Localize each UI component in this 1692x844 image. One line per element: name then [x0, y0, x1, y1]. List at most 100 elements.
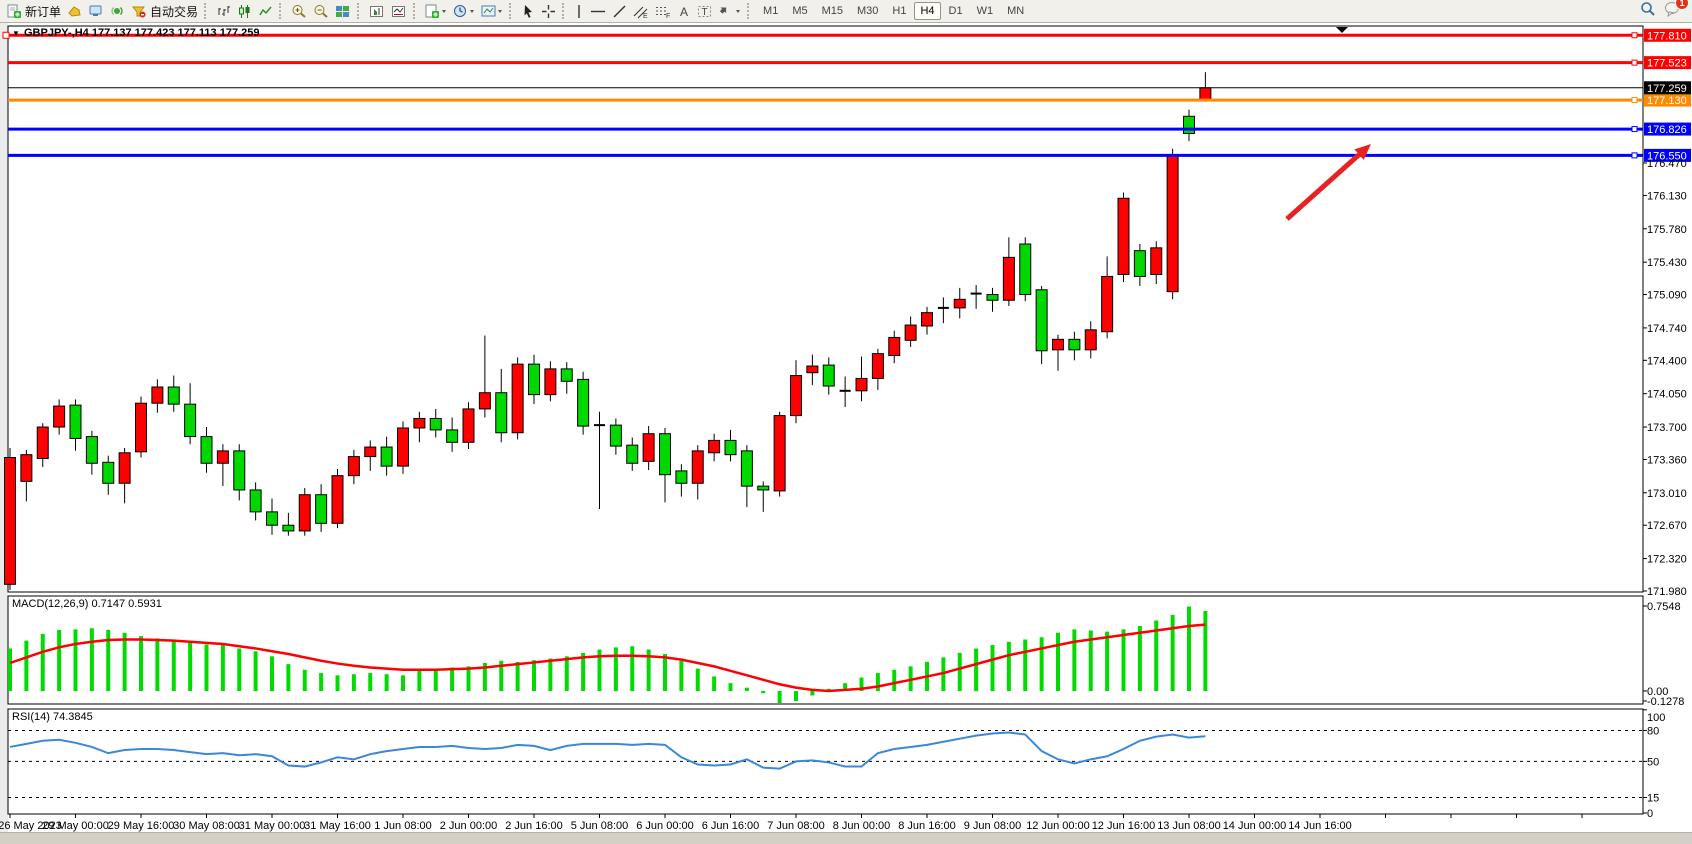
cursor-button[interactable] [518, 2, 538, 21]
trendline-button[interactable] [609, 2, 630, 21]
svg-text:172.670: 172.670 [1647, 520, 1687, 532]
line-chart-icon [258, 4, 273, 19]
svg-text:173.360: 173.360 [1647, 454, 1687, 466]
label-button[interactable]: T [694, 2, 716, 21]
timeframe-m15[interactable]: M15 [821, 5, 843, 17]
toolbar-separator [357, 3, 363, 19]
signal-icon [110, 4, 125, 18]
svg-text:9 Jun 08:00: 9 Jun 08:00 [964, 820, 1022, 832]
chart-shift-marker[interactable] [1336, 27, 1348, 33]
indicator-list-icon [369, 4, 385, 19]
svg-text:E: E [643, 13, 648, 19]
timeframe-h4[interactable]: H4 [914, 2, 941, 20]
hline-177.130[interactable]: 177.130 [8, 93, 1691, 108]
svg-text:173.010: 173.010 [1647, 488, 1687, 500]
autotrading-icon [131, 4, 147, 19]
svg-text:175.430: 175.430 [1647, 257, 1687, 269]
status-bar [0, 832, 1692, 839]
svg-text:0.7548: 0.7548 [1647, 601, 1681, 613]
timeframe-d1[interactable]: D1 [948, 5, 963, 17]
zoom-in-icon [291, 4, 307, 19]
timeframe-w1[interactable]: W1 [976, 5, 994, 17]
svg-text:177.523: 177.523 [1647, 58, 1687, 70]
indicator-list-button[interactable] [366, 2, 388, 21]
macd-panel[interactable] [7, 595, 1644, 705]
period-button[interactable] [450, 2, 478, 21]
template-button[interactable] [478, 2, 506, 21]
new-chart-icon [425, 4, 447, 19]
bar-chart-button[interactable] [213, 2, 234, 21]
line-chart-button[interactable] [255, 2, 276, 21]
indicator-window-button[interactable] [388, 2, 410, 21]
text-button[interactable]: A [675, 2, 694, 21]
svg-text:30 May 08:00: 30 May 08:00 [173, 820, 240, 832]
zoom-out-icon [313, 4, 329, 19]
signal-button[interactable] [107, 2, 128, 21]
autotrading-button[interactable]: 自动交易 [128, 2, 201, 21]
terminal-button[interactable] [85, 2, 107, 21]
vline-button[interactable] [571, 2, 587, 21]
macd-indicator: MACD(12,26,9) 0.7147 0.5931 0.7548 0.00-0.… [8, 598, 1684, 708]
hline-176.550[interactable]: 176.550 [8, 148, 1691, 163]
svg-text:29 May 00:00: 29 May 00:00 [42, 820, 109, 832]
svg-text:31 May 00:00: 31 May 00:00 [239, 820, 306, 832]
svg-text:0.00: 0.00 [1647, 686, 1668, 698]
svg-text:176.826: 176.826 [1647, 124, 1687, 136]
channel-button[interactable]: E [630, 2, 652, 21]
svg-text:5 Jun 08:00: 5 Jun 08:00 [571, 820, 629, 832]
svg-text:172.320: 172.320 [1647, 554, 1687, 566]
zoom-in-button[interactable] [288, 2, 310, 21]
fibonacci-button[interactable]: F [652, 2, 675, 21]
svg-text:177.810: 177.810 [1647, 30, 1687, 42]
hline-177.810[interactable]: 177.810 [2, 28, 1691, 42]
arrows-icon [719, 4, 741, 19]
crosshair-button[interactable] [538, 2, 559, 21]
trendline-icon [612, 4, 627, 19]
timeframe-bar: M1 M5 M15 M30 H1 H4 D1 W1 MN [756, 2, 1031, 20]
svg-text:80: 80 [1647, 725, 1659, 737]
fibonacci-icon: F [655, 4, 672, 19]
candles [4, 72, 1212, 591]
toolbar-separator [279, 3, 285, 19]
svg-text:29 May 16:00: 29 May 16:00 [108, 820, 175, 832]
timeframe-h1[interactable]: H1 [892, 5, 907, 17]
new-order-button[interactable]: 新订单 [4, 2, 64, 21]
market-watch-icon [67, 4, 82, 18]
annotation-arrow[interactable] [1285, 144, 1371, 221]
main-panel[interactable] [7, 25, 1644, 593]
new-chart-button[interactable] [422, 2, 450, 21]
svg-text:MACD(12,26,9) 0.7147 0.5931: MACD(12,26,9) 0.7147 0.5931 [12, 598, 162, 610]
hline-177.523[interactable]: 177.523 [8, 56, 1691, 70]
timeframe-m30[interactable]: M30 [857, 5, 879, 17]
terminal-icon [88, 4, 104, 18]
arrows-button[interactable] [716, 2, 744, 21]
timeframe-m1[interactable]: M1 [763, 5, 779, 17]
hline-button[interactable] [587, 2, 609, 21]
candlestick-chart-button[interactable] [234, 2, 255, 21]
new-order-icon [7, 4, 22, 19]
tile-windows-button[interactable] [332, 2, 354, 21]
autotrading-label: 自动交易 [150, 4, 199, 19]
svg-text:-0.1278: -0.1278 [1647, 696, 1684, 708]
new-order-label: 新订单 [25, 4, 62, 19]
market-watch-button[interactable] [64, 2, 85, 21]
toolbar-separator [204, 3, 210, 19]
hline-176.826[interactable]: 176.826 [8, 122, 1691, 137]
svg-text:171.980: 171.980 [1647, 586, 1687, 598]
hline-icon [590, 4, 606, 19]
price-axis: 176.470 176.130 175.780 175.430 175.090 174.7… [1643, 158, 1687, 598]
channel-icon: E [633, 4, 649, 19]
svg-text:6 Jun 16:00: 6 Jun 16:00 [702, 820, 760, 832]
timeframe-m5[interactable]: M5 [792, 5, 808, 17]
svg-text:1 Jun 08:00: 1 Jun 08:00 [374, 820, 432, 832]
zoom-out-button[interactable] [310, 2, 332, 21]
toolbar-separator [509, 3, 515, 19]
timeframe-mn[interactable]: MN [1007, 5, 1025, 17]
svg-text:174.050: 174.050 [1647, 389, 1687, 401]
chat-button[interactable]: 1 [1664, 0, 1689, 22]
svg-text:174.740: 174.740 [1647, 323, 1687, 335]
search-icon[interactable] [1640, 1, 1656, 22]
